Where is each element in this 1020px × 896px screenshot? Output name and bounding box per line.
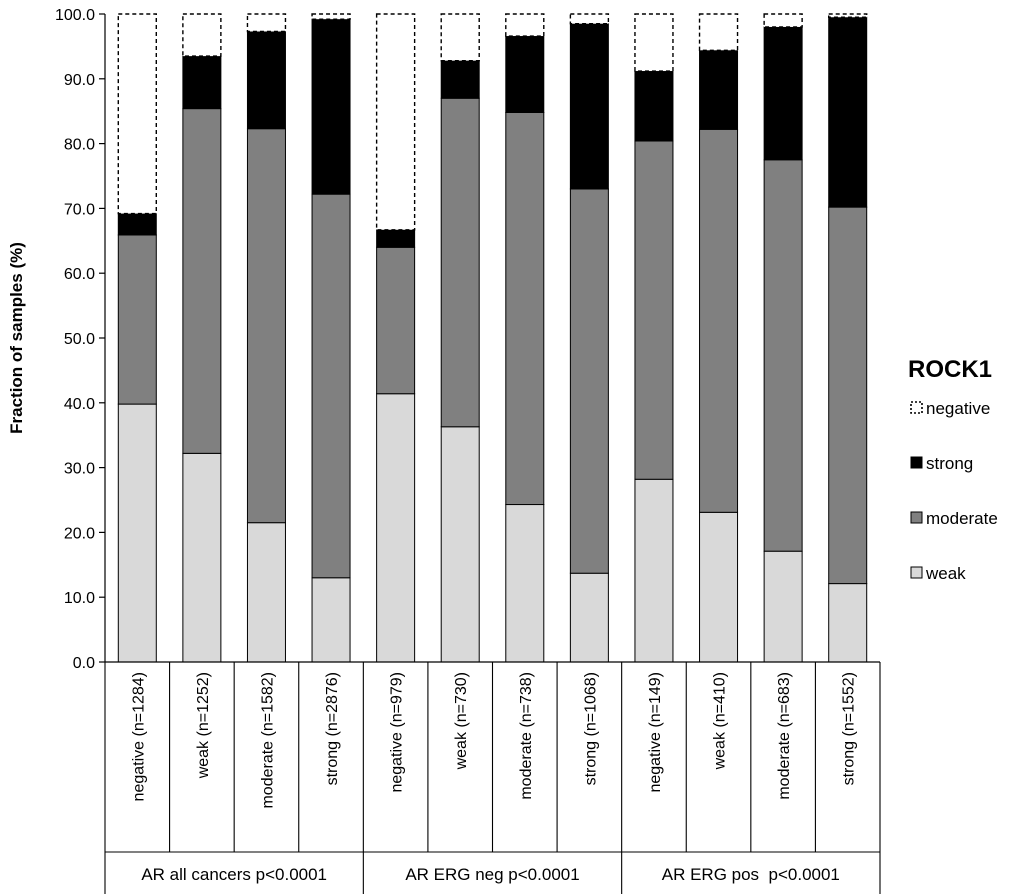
bar-moderate-12 (828, 206, 868, 585)
bar-moderate-11 (763, 159, 803, 552)
y-axis: 0.0 10.0 20.0 30.0 40.0 50.0 60.0 70.0 80.0 90.0 1… (55, 7, 106, 672)
x-group-label: AR ERG pos p<0.0001 (662, 865, 840, 884)
bar-weak-6 (440, 426, 480, 663)
y-tick-label: 90.0 (64, 72, 95, 89)
bar-negative-5 (375, 13, 416, 231)
y-tick-label: 40.0 (64, 396, 95, 413)
bar-weak-3 (246, 522, 286, 663)
bar-moderate-6 (440, 97, 480, 428)
bar-strong-12 (828, 16, 868, 208)
bar-negative-2 (182, 13, 222, 57)
x-tick-label: negative (n=979) (389, 672, 406, 793)
y-tick-label: 70.0 (64, 201, 95, 218)
x-tick-label: moderate (n=738) (518, 672, 535, 800)
x-group-label: AR all cancers p<0.0001 (141, 865, 327, 884)
bar-negative-8 (569, 13, 610, 25)
x-tick-label: strong (n=1068) (582, 672, 599, 785)
legend-title: ROCK1 (908, 356, 992, 383)
bars (117, 13, 868, 663)
legend-swatch-negative (910, 401, 923, 414)
bar-strong-2 (182, 55, 222, 110)
y-tick-label: 100.0 (55, 7, 95, 24)
x-tick-label: moderate (n=683) (776, 672, 793, 800)
x-tick-label: weak (n=410) (712, 672, 729, 770)
bar-strong-6 (440, 60, 480, 99)
x-group-label: AR ERG neg p<0.0001 (405, 865, 579, 884)
bar-moderate-1 (117, 234, 157, 405)
legend: ROCK1 negative strong moderate weak (908, 356, 998, 583)
y-tick-label: 20.0 (64, 525, 95, 542)
bar-moderate-8 (569, 188, 609, 574)
bar-negative-6 (440, 13, 480, 62)
bar-strong-10 (699, 49, 739, 130)
y-tick-label: 60.0 (64, 266, 95, 283)
bar-weak-2 (182, 452, 222, 663)
y-axis-label: Fraction of samples (%) (7, 242, 26, 434)
legend-swatch-weak (910, 566, 923, 579)
legend-swatch-strong (910, 456, 923, 469)
bar-moderate-9 (634, 140, 674, 480)
x-tick-label: weak (n=730) (453, 672, 470, 770)
bar-strong-7 (505, 35, 545, 113)
bar-weak-4 (311, 577, 351, 663)
bar-strong-1 (117, 213, 157, 236)
bar-negative-4 (311, 13, 351, 20)
bar-weak-5 (376, 393, 416, 663)
x-axis: negative (n=1284) weak (n=1252) moderate (… (104, 661, 881, 894)
y-tick-label: 30.0 (64, 461, 95, 478)
bar-weak-8 (569, 572, 609, 663)
legend-label-weak: weak (925, 564, 966, 583)
bar-strong-8 (569, 23, 609, 190)
x-tick-label: negative (n=1284) (130, 672, 147, 801)
bar-moderate-10 (699, 128, 739, 513)
legend-label-moderate: moderate (926, 509, 998, 528)
bar-negative-7 (505, 13, 545, 37)
x-tick-label: weak (n=1252) (195, 672, 212, 779)
bar-moderate-5 (376, 246, 416, 395)
legend-label-strong: strong (926, 454, 973, 473)
bar-moderate-2 (182, 108, 222, 454)
bar-weak-9 (634, 478, 674, 663)
y-tick-label: 10.0 (64, 590, 95, 607)
x-tick-label: strong (n=1552) (841, 672, 858, 785)
bar-moderate-7 (505, 111, 545, 506)
bar-strong-4 (311, 18, 351, 195)
bar-negative-11 (763, 13, 803, 28)
bar-strong-5 (376, 229, 416, 248)
bar-negative-10 (698, 13, 739, 51)
bar-negative-3 (246, 13, 287, 33)
bar-negative-12 (828, 13, 868, 18)
y-tick-label: 80.0 (64, 137, 95, 154)
bar-strong-3 (246, 30, 286, 130)
bar-weak-7 (505, 504, 545, 663)
y-tick-label: 0.0 (73, 655, 95, 672)
x-tick-label: moderate (n=1582) (259, 672, 276, 809)
bar-strong-9 (634, 70, 674, 142)
bar-moderate-4 (311, 193, 351, 579)
legend-swatch-moderate (910, 511, 923, 524)
bar-strong-11 (763, 26, 803, 161)
x-tick-label: strong (n=2876) (324, 672, 341, 785)
y-tick-label: 50.0 (64, 331, 95, 348)
bar-weak-10 (699, 511, 739, 663)
x-tick-label: negative (n=149) (647, 672, 664, 793)
bar-weak-1 (117, 403, 157, 663)
bar-negative-1 (117, 13, 157, 215)
legend-label-negative: negative (926, 399, 990, 418)
bar-weak-11 (763, 550, 803, 663)
bar-moderate-3 (246, 128, 286, 524)
bar-weak-12 (828, 583, 868, 663)
bar-negative-9 (634, 13, 674, 72)
